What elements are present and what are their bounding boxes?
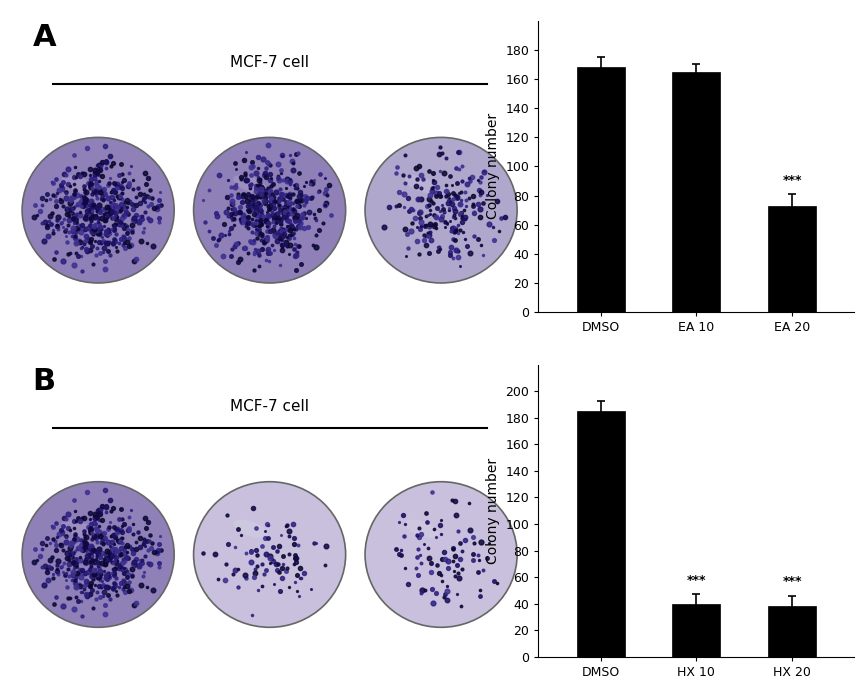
Ellipse shape	[22, 482, 174, 627]
Y-axis label: Colony number: Colony number	[486, 114, 500, 220]
Ellipse shape	[405, 519, 438, 538]
Ellipse shape	[365, 137, 517, 283]
Ellipse shape	[405, 175, 438, 194]
Ellipse shape	[233, 519, 268, 538]
Bar	[672, 603, 721, 657]
Text: MCF-7 cell: MCF-7 cell	[230, 55, 309, 70]
Ellipse shape	[62, 519, 96, 538]
Bar	[768, 606, 816, 657]
Text: MCF-7 cell: MCF-7 cell	[230, 399, 309, 415]
Text: (μg/ml): (μg/ml)	[462, 220, 507, 233]
Text: ***: ***	[783, 575, 802, 588]
Ellipse shape	[22, 137, 174, 283]
Ellipse shape	[193, 482, 346, 627]
Text: B: B	[33, 367, 55, 397]
Ellipse shape	[62, 175, 96, 194]
Bar	[576, 67, 625, 313]
Text: A: A	[33, 23, 56, 52]
Y-axis label: Colony number: Colony number	[486, 458, 500, 564]
Text: ***: ***	[783, 174, 802, 187]
Text: (μg/ml): (μg/ml)	[462, 564, 507, 577]
Ellipse shape	[193, 137, 346, 283]
Bar	[768, 206, 816, 313]
Bar	[576, 411, 625, 657]
Ellipse shape	[365, 482, 517, 627]
Bar	[672, 72, 721, 313]
Ellipse shape	[233, 175, 268, 194]
Text: ***: ***	[687, 574, 706, 587]
